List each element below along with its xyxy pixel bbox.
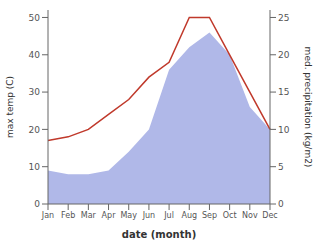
svg-text:Oct: Oct <box>223 211 237 220</box>
svg-text:date (month): date (month) <box>122 229 196 240</box>
svg-text:May: May <box>120 211 137 220</box>
svg-text:med. precipitation (kg/m2): med. precipitation (kg/m2) <box>303 47 310 168</box>
svg-text:Jan: Jan <box>41 211 54 220</box>
svg-text:50: 50 <box>29 13 41 23</box>
svg-text:10: 10 <box>278 125 290 135</box>
svg-text:40: 40 <box>29 50 41 60</box>
svg-text:10: 10 <box>29 162 41 172</box>
svg-text:Mar: Mar <box>81 211 97 220</box>
svg-text:0: 0 <box>278 199 284 209</box>
svg-text:0: 0 <box>34 199 40 209</box>
svg-text:30: 30 <box>29 87 41 97</box>
svg-text:Apr: Apr <box>102 211 117 220</box>
svg-text:25: 25 <box>278 13 289 23</box>
svg-text:Aug: Aug <box>181 211 197 220</box>
svg-text:20: 20 <box>278 50 290 60</box>
svg-text:Jul: Jul <box>163 211 174 220</box>
svg-text:Nov: Nov <box>242 211 258 220</box>
svg-text:Feb: Feb <box>61 211 75 220</box>
svg-text:20: 20 <box>29 125 41 135</box>
svg-text:Jun: Jun <box>142 211 156 220</box>
svg-text:max temp (C): max temp (C) <box>8 76 15 138</box>
svg-text:5: 5 <box>278 162 284 172</box>
svg-text:Dec: Dec <box>262 211 277 220</box>
svg-text:15: 15 <box>278 87 289 97</box>
svg-text:Sep: Sep <box>202 211 217 220</box>
